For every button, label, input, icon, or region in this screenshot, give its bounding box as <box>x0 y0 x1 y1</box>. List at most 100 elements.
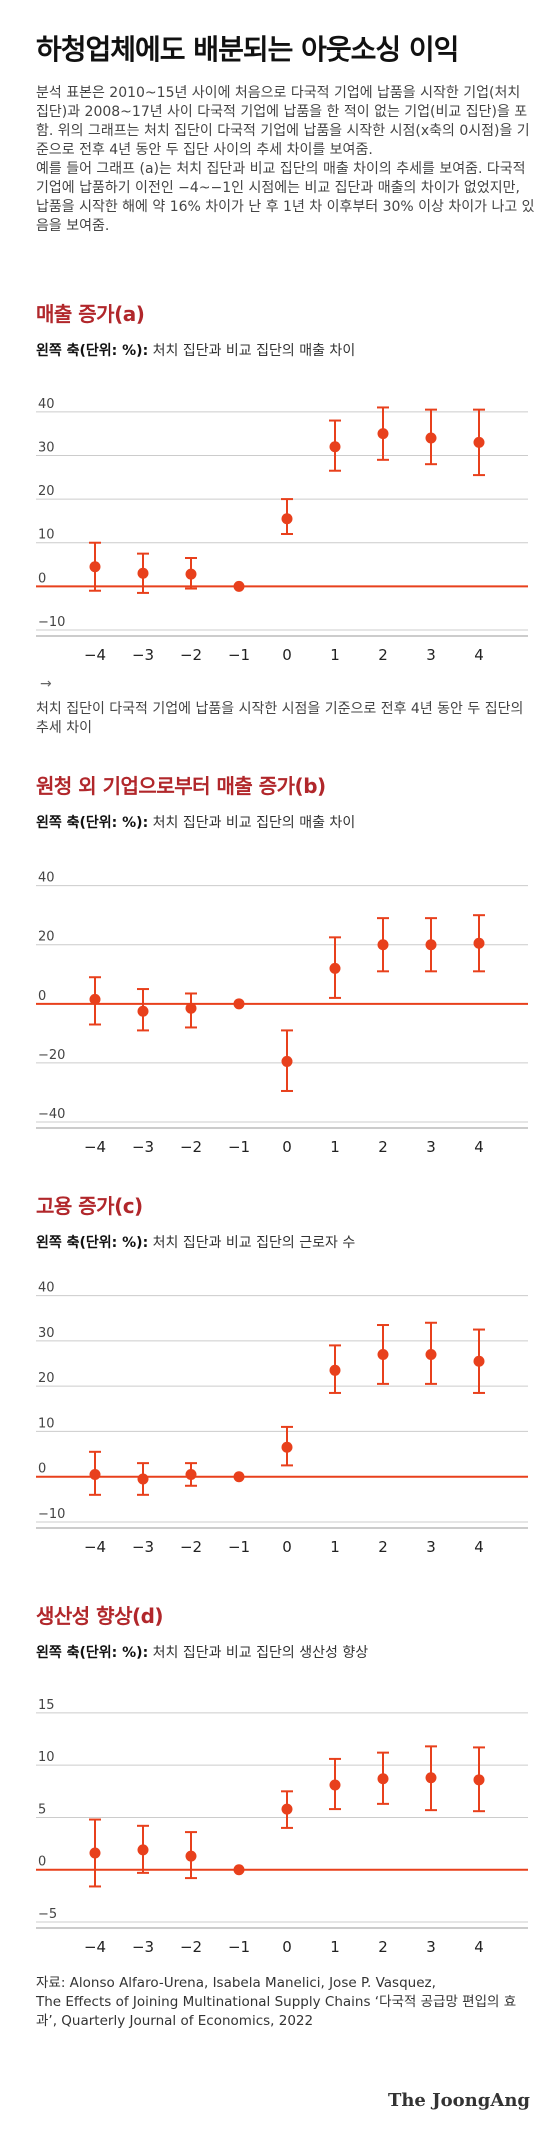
chart-d-data-point <box>137 1844 149 1856</box>
chart-d: −5 0 5 10 15 −4 −3 −2 −1 0 1 2 3 4 <box>36 1698 528 1956</box>
chart-c-xtick-label: 4 <box>474 1538 484 1556</box>
chart-d-ytick-label: 15 <box>38 1698 55 1713</box>
joongang-logo: The JoongAng <box>387 2090 530 2111</box>
chart-a-xtick-label: 2 <box>378 646 388 664</box>
chart-d-ytick-label: 5 <box>38 1802 46 1817</box>
chart-a-axis-desc: 처치 집단과 비교 집단의 매출 차이 <box>152 343 356 359</box>
chart-b-xtick-label: 0 <box>282 1138 292 1156</box>
chart-d-xtick-label: −1 <box>228 1938 250 1956</box>
chart-a-data-point <box>281 513 293 525</box>
chart-b-ytick-label: 20 <box>38 930 55 945</box>
chart-d-ytick-label: 0 <box>38 1855 46 1870</box>
chart-c-data-point <box>473 1355 485 1367</box>
chart-b-xtick-label: 1 <box>330 1138 340 1156</box>
chart-b-data-point <box>137 1005 149 1017</box>
intro-paragraph-2: 예를 들어 그래프 (a)는 처치 집단과 비교 집단의 매출 차이의 추세를 … <box>36 161 535 234</box>
chart-c-axis-label: 왼쪽 축(단위: %): <box>36 1235 149 1251</box>
chart-c-xtick-label: −4 <box>84 1538 106 1556</box>
chart-a-xtick-label: −4 <box>84 646 106 664</box>
chart-a-axis-label: 왼쪽 축(단위: %): <box>36 343 149 359</box>
chart-a-data-point <box>425 432 437 444</box>
source-line-2: The Effects of Joining Multinational Sup… <box>36 1994 517 2029</box>
chart-b-xtick-label: 2 <box>378 1138 388 1156</box>
chart-a-data-point <box>185 568 197 580</box>
chart-a-data-point <box>233 580 245 592</box>
chart-b-data-point <box>281 1055 293 1067</box>
chart-b-data-point <box>89 993 101 1005</box>
chart-a-xtick-label: 4 <box>474 646 484 664</box>
chart-a-note: 처치 집단이 다국적 기업에 납품을 시작한 시점을 기준으로 전후 4년 동안… <box>36 701 524 736</box>
chart-a-xtick-label: 3 <box>426 646 436 664</box>
chart-b-title: 원청 외 기업으로부터 매출 증가(b) <box>36 774 326 798</box>
chart-b-data-point <box>425 939 437 951</box>
chart-d-data-point <box>329 1779 341 1791</box>
chart-d-axis-label: 왼쪽 축(단위: %): <box>36 1645 149 1661</box>
chart-a-data-point <box>89 561 101 573</box>
intro-text: 분석 표본은 2010~15년 사이에 처음으로 다국적 기업에 납품을 시작한… <box>36 84 536 236</box>
chart-c-xtick-label: −2 <box>180 1538 202 1556</box>
chart-d-title: 생산성 향상(d) <box>36 1604 164 1628</box>
chart-c-data-point <box>89 1468 101 1480</box>
chart-c-data-point <box>425 1348 437 1360</box>
chart-b-ytick-label: −40 <box>38 1107 65 1122</box>
chart-c-ytick-label: 0 <box>38 1462 46 1477</box>
chart-d-xtick-label: −2 <box>180 1938 202 1956</box>
page-title: 하청업체에도 배분되는 아웃소싱 이익 <box>36 33 459 66</box>
chart-c-data-point <box>185 1468 197 1480</box>
chart-a-data-point <box>329 441 341 453</box>
chart-a-data-point <box>473 436 485 448</box>
chart-b: −40 −20 0 20 40 −4 −3 −2 −1 0 1 2 3 4 <box>36 871 528 1156</box>
chart-c-data-point <box>377 1348 389 1360</box>
chart-a-data-point <box>377 428 389 440</box>
chart-d-data-point <box>89 1847 101 1859</box>
chart-d-xtick-label: 0 <box>282 1938 292 1956</box>
chart-d-data-point <box>233 1864 245 1876</box>
chart-c-xtick-label: 1 <box>330 1538 340 1556</box>
source-line-1: 자료: Alonso Alfaro-Urena, Isabela Manelic… <box>36 1975 436 1991</box>
chart-a-xtick-label: −1 <box>228 646 250 664</box>
chart-a-xtick-label: −3 <box>132 646 154 664</box>
chart-c-data-point <box>233 1471 245 1483</box>
chart-d-xtick-label: −3 <box>132 1938 154 1956</box>
chart-b-xtick-label: −3 <box>132 1138 154 1156</box>
chart-a-xtick-label: 1 <box>330 646 340 664</box>
chart-b-xtick-label: 3 <box>426 1138 436 1156</box>
chart-c-ytick-label: −10 <box>38 1507 65 1522</box>
chart-d-xtick-label: 2 <box>378 1938 388 1956</box>
chart-b-xtick-label: −1 <box>228 1138 250 1156</box>
chart-a-ytick-label: 20 <box>38 484 55 499</box>
chart-d-xtick-label: 4 <box>474 1938 484 1956</box>
chart-b-data-point <box>377 939 389 951</box>
intro-paragraph-1: 분석 표본은 2010~15년 사이에 처음으로 다국적 기업에 납품을 시작한… <box>36 85 530 158</box>
chart-b-axis-desc: 처치 집단과 비교 집단의 매출 차이 <box>152 815 356 831</box>
arrow-icon: → <box>40 676 52 692</box>
chart-a-ytick-label: 30 <box>38 440 55 455</box>
chart-b-data-point <box>233 998 245 1010</box>
chart-d-ytick-label: −5 <box>38 1907 57 1922</box>
chart-b-data-point <box>473 937 485 949</box>
chart-a-ytick-label: 10 <box>38 528 55 543</box>
chart-b-xtick-label: 4 <box>474 1138 484 1156</box>
chart-c-xtick-label: 3 <box>426 1538 436 1556</box>
chart-d-data-point <box>473 1774 485 1786</box>
chart-c-xtick-label: −1 <box>228 1538 250 1556</box>
chart-d-data-point <box>185 1850 197 1862</box>
chart-d-axis-desc: 처치 집단과 비교 집단의 생산성 향상 <box>152 1645 369 1661</box>
chart-d-xtick-label: 3 <box>426 1938 436 1956</box>
chart-d-axis-caption: 왼쪽 축(단위: %): 처치 집단과 비교 집단의 생산성 향상 <box>36 1642 536 1662</box>
chart-c-axis-desc: 처치 집단과 비교 집단의 근로자 수 <box>152 1235 356 1251</box>
chart-c-xtick-label: 2 <box>378 1538 388 1556</box>
chart-d-xtick-label: 1 <box>330 1938 340 1956</box>
chart-a-ytick-label: −10 <box>38 615 65 630</box>
chart-c-ytick-label: 10 <box>38 1416 55 1431</box>
chart-c-title: 고용 증가(c) <box>36 1194 143 1218</box>
chart-c-xtick-label: 0 <box>282 1538 292 1556</box>
chart-c-ytick-label: 20 <box>38 1371 55 1386</box>
chart-b-axis-caption: 왼쪽 축(단위: %): 처치 집단과 비교 집단의 매출 차이 <box>36 812 536 832</box>
chart-a-ytick-label: 40 <box>38 397 55 412</box>
chart-c-data-point <box>329 1364 341 1376</box>
chart-b-xtick-label: −2 <box>180 1138 202 1156</box>
